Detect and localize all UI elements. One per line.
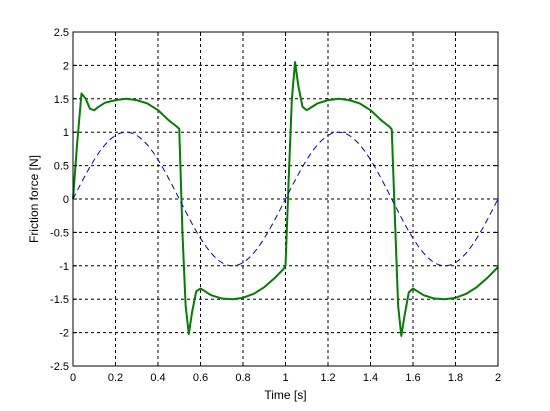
x-tick-label: 1.4 (363, 372, 378, 384)
y-axis-label: Friction force [N] (27, 155, 41, 243)
tick-group: 0 0.2 0.4 0.6 0.8 1 1.2 1.4 1.6 1.8 2 -2.5 -2 -1.5 -1 -… (50, 27, 501, 384)
grid (73, 32, 498, 366)
y-tick-label: -0.5 (50, 227, 69, 239)
series-group (72, 61, 499, 337)
y-tick-label: 1 (63, 127, 69, 139)
y-tick-label: -2.5 (50, 361, 69, 373)
x-tick-label: 2 (495, 372, 501, 384)
y-tick-label: 1.5 (54, 94, 69, 106)
y-tick-label: 0.5 (54, 161, 69, 173)
y-tick-label: -1 (59, 261, 69, 273)
x-tick-label: 0.2 (108, 372, 123, 384)
x-axis-label: Time [s] (264, 388, 306, 402)
x-tick-label: 0.6 (193, 372, 208, 384)
x-tick-label: 1.8 (448, 372, 463, 384)
y-tick-label: 0 (63, 194, 69, 206)
dashed-series-line (72, 131, 499, 267)
x-tick-label: 0.4 (150, 372, 165, 384)
solid-series-line (72, 61, 499, 337)
x-tick-label: 0.8 (235, 372, 250, 384)
y-tick-label: 2 (63, 60, 69, 72)
x-tick-label: 1.6 (405, 372, 420, 384)
x-tick-label: 0 (70, 372, 76, 384)
y-tick-label: 2.5 (54, 27, 69, 39)
y-tick-label: -1.5 (50, 294, 69, 306)
x-tick-label: 1.2 (320, 372, 335, 384)
x-tick-label: 1 (282, 372, 288, 384)
y-tick-label: -2 (59, 328, 69, 340)
